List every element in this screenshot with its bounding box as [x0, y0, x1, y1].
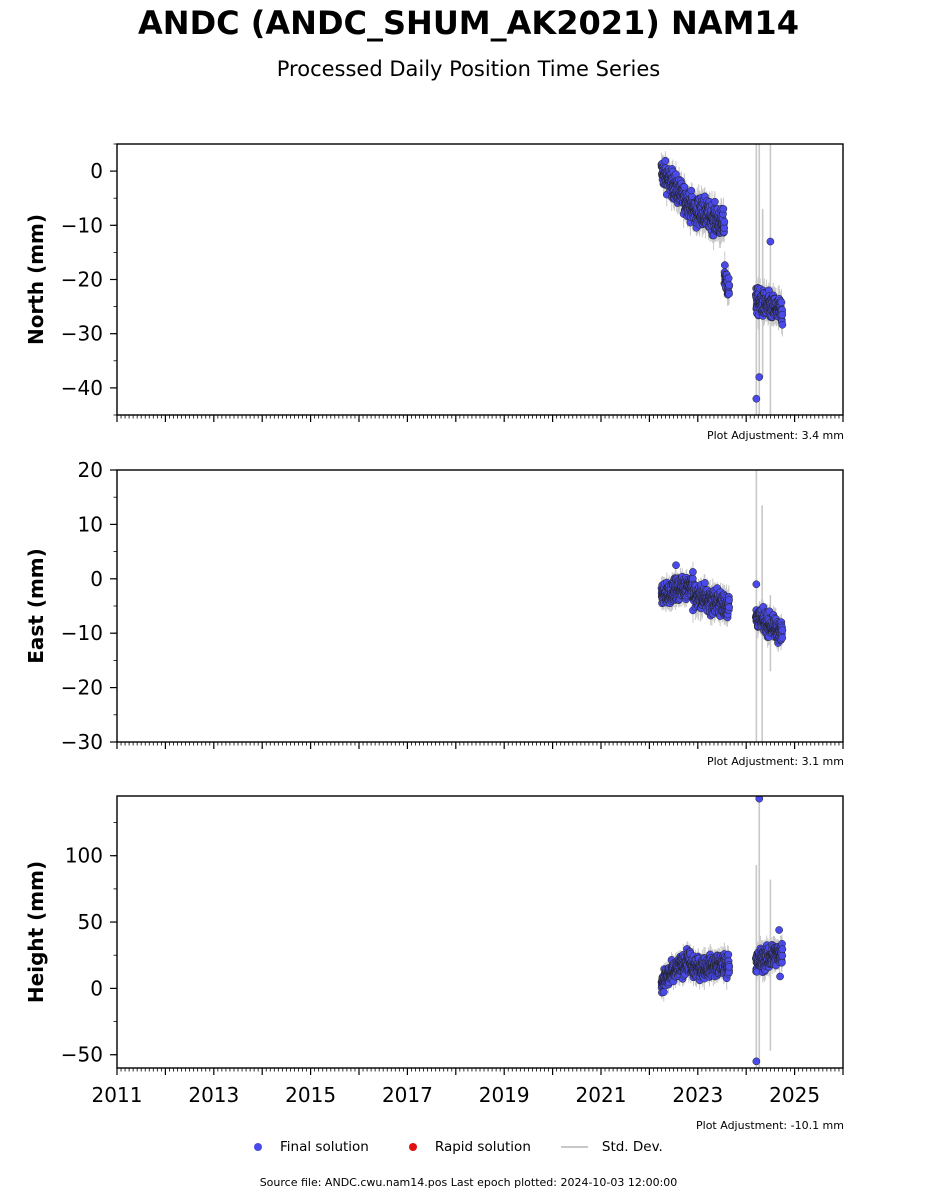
x-tick-label: 2015	[285, 1083, 336, 1107]
legend-stddev: Std. Dev.	[560, 1139, 663, 1155]
final-solution-point	[719, 205, 728, 213]
final-solution-point	[659, 988, 668, 997]
final-solution-point	[724, 950, 733, 959]
north-panel: 0 −10 −20 −30 −40 North (mm)	[24, 143, 844, 422]
legend: Final solution Rapid solution Std. Dev.	[254, 1137, 663, 1157]
final-solution-point	[672, 561, 680, 570]
final-solution-point	[778, 951, 787, 960]
rapid-solution-marker-icon	[408, 1143, 417, 1151]
height-plot-area	[657, 796, 787, 1068]
final-solution-point	[755, 373, 764, 381]
x-tick-label: 2017	[382, 1083, 433, 1107]
height-panel: 2011 2013 2015 2017 2019 2021 2023 2025 100 50 0 −5…	[24, 795, 844, 1107]
final-solution-point	[725, 595, 733, 604]
final-solution-point	[725, 281, 734, 289]
source-footer: Source file: ANDC.cwu.nam14.pos Last epo…	[259, 1176, 678, 1189]
final-solution-point	[752, 394, 761, 403]
x-tick-label: 2021	[576, 1083, 627, 1107]
x-tick-label: 2023	[672, 1083, 723, 1107]
north-plot-area	[657, 144, 787, 415]
final-solution-point	[752, 580, 761, 589]
y-tick-label: −10	[61, 213, 103, 237]
height-y-axis-label: Height (mm)	[24, 861, 48, 1003]
final-solution-point	[778, 310, 787, 319]
final-solution-point	[775, 926, 783, 934]
final-solution-point	[778, 958, 786, 967]
north-plot-adjustment: Plot Adjustment: 3.4 mm	[706, 429, 844, 442]
east-panel: 20 10 0 −10 −20 −30 East (mm)	[24, 458, 844, 754]
y-tick-label: −40	[61, 376, 103, 400]
y-tick-label: 0	[90, 976, 103, 1000]
east-y-axis-label: East (mm)	[24, 548, 48, 664]
y-tick-label: −10	[61, 621, 103, 645]
y-tick-label: −30	[61, 322, 103, 346]
final-solution-point	[725, 603, 734, 612]
final-solution-point	[680, 183, 689, 191]
legend-final-label: Final solution	[280, 1139, 369, 1155]
legend-stddev-label: Std. Dev.	[601, 1139, 663, 1155]
final-solution-point	[752, 1057, 761, 1066]
final-solution-point	[725, 962, 734, 971]
final-solution-point	[725, 289, 733, 298]
final-solution-point	[661, 156, 670, 165]
final-solution-point	[778, 634, 787, 642]
x-tick-label: 2011	[92, 1083, 143, 1107]
north-y-axis-label: North (mm)	[24, 214, 48, 345]
final-solution-point	[755, 796, 764, 803]
y-tick-label: −20	[61, 268, 103, 292]
final-solution-point	[778, 945, 787, 954]
x-tick-label: 2013	[188, 1083, 239, 1107]
y-tick-label: 10	[78, 512, 103, 536]
north-axes-frame	[116, 143, 844, 416]
x-tick-label: 2019	[479, 1083, 530, 1107]
legend-rapid: Rapid solution	[408, 1139, 531, 1155]
y-tick-label: 0	[90, 567, 103, 591]
final-solution-point	[724, 274, 733, 283]
final-solution-point	[778, 320, 787, 329]
std-dev-line-icon	[560, 1146, 588, 1148]
final-solution-point	[778, 626, 787, 635]
final-solution-point	[711, 197, 719, 206]
final-solution-point	[777, 298, 786, 307]
height-axes-frame	[116, 795, 844, 1069]
final-solution-point	[776, 972, 784, 981]
y-tick-label: 50	[78, 910, 103, 934]
east-plot-adjustment: Plot Adjustment: 3.1 mm	[706, 755, 844, 768]
east-plot-area	[657, 470, 787, 742]
final-solution-point	[720, 217, 729, 226]
x-tick-label: 2025	[769, 1083, 820, 1107]
y-tick-label: −20	[61, 676, 103, 700]
final-solution-point	[701, 579, 709, 587]
y-tick-label: 0	[90, 159, 103, 183]
chart-title: ANDC (ANDC_SHUM_AK2021) NAM14	[138, 4, 799, 42]
east-axes-frame	[116, 469, 844, 743]
final-solution-point	[720, 224, 729, 232]
y-tick-label: −30	[61, 730, 103, 754]
y-tick-label: 20	[78, 458, 103, 482]
final-solution-point	[766, 237, 775, 246]
final-solution-point	[689, 568, 697, 576]
y-tick-label: 100	[65, 844, 103, 868]
legend-rapid-label: Rapid solution	[434, 1139, 531, 1155]
legend-final: Final solution	[254, 1139, 369, 1155]
final-solution-marker-icon	[254, 1143, 262, 1151]
chart-subtitle: Processed Daily Position Time Series	[276, 57, 661, 81]
y-tick-label: −50	[61, 1043, 103, 1067]
height-plot-adjustment: Plot Adjustment: -10.1 mm	[696, 1119, 844, 1132]
final-solution-point	[720, 261, 729, 269]
